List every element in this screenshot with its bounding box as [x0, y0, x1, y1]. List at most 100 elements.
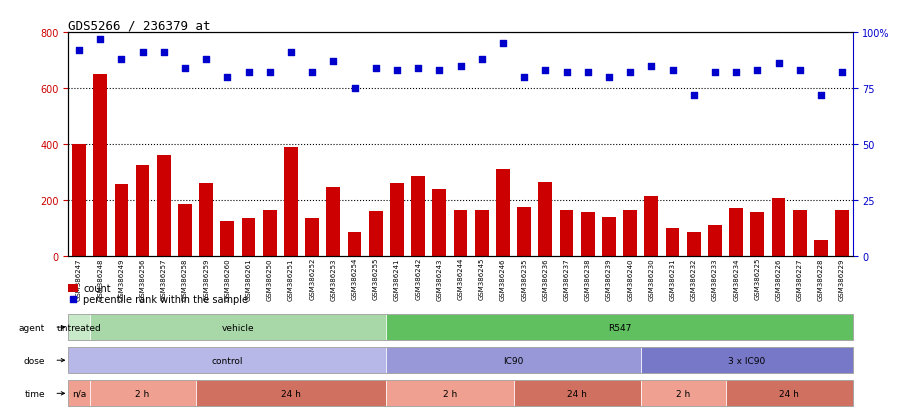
Point	[347, 85, 362, 92]
Text: 3 x IC90: 3 x IC90	[727, 356, 764, 365]
Point	[517, 74, 531, 81]
Bar	[665, 228, 679, 256]
Bar	[68, 347, 386, 373]
Point	[283, 50, 298, 57]
Text: vehicle: vehicle	[221, 323, 254, 332]
Text: n/a: n/a	[72, 389, 86, 398]
Bar	[89, 314, 386, 340]
Bar	[559, 210, 573, 256]
Bar	[725, 380, 852, 406]
Bar	[386, 347, 640, 373]
Point	[453, 63, 467, 70]
Bar	[771, 199, 784, 256]
Bar	[284, 147, 298, 256]
Bar	[195, 380, 386, 406]
Point	[135, 50, 149, 57]
Bar	[814, 241, 827, 256]
Point	[411, 65, 425, 72]
Bar	[834, 210, 848, 256]
Point	[579, 70, 594, 76]
Bar	[368, 211, 383, 256]
Bar	[601, 217, 615, 256]
Bar	[178, 204, 191, 256]
Bar	[68, 347, 852, 373]
Bar	[411, 177, 425, 256]
Text: count: count	[84, 283, 111, 293]
Point	[813, 92, 827, 99]
Point	[241, 70, 256, 76]
Bar	[68, 285, 77, 292]
Point	[220, 74, 234, 81]
Point	[664, 68, 679, 74]
Bar	[750, 213, 763, 256]
Bar	[68, 314, 89, 340]
Bar	[792, 210, 805, 256]
Text: control: control	[211, 356, 243, 365]
Bar	[386, 380, 513, 406]
Bar	[386, 314, 852, 340]
Point	[157, 50, 171, 57]
Bar	[305, 218, 319, 256]
Point	[537, 68, 552, 74]
Point	[199, 57, 213, 63]
Point	[114, 57, 128, 63]
Point	[643, 63, 658, 70]
Point	[792, 68, 806, 74]
Bar	[89, 380, 195, 406]
Point	[622, 70, 637, 76]
Bar	[326, 188, 340, 256]
Text: untreated: untreated	[56, 323, 101, 332]
Point	[304, 70, 319, 76]
Bar	[640, 380, 725, 406]
Bar	[622, 210, 636, 256]
Bar	[729, 209, 742, 256]
Text: R547: R547	[608, 323, 630, 332]
Point	[66, 296, 80, 303]
Bar	[115, 185, 128, 256]
Bar	[93, 75, 107, 256]
Bar	[262, 210, 276, 256]
Bar	[640, 347, 852, 373]
Bar	[136, 166, 149, 256]
Text: time: time	[25, 389, 45, 398]
Bar	[347, 233, 361, 256]
Bar	[220, 221, 234, 256]
Point	[368, 65, 383, 72]
Bar	[68, 314, 852, 340]
Point	[389, 68, 404, 74]
Point	[72, 47, 87, 54]
Bar	[475, 210, 488, 256]
Bar	[432, 189, 445, 256]
Point	[326, 59, 341, 65]
Point	[601, 74, 616, 81]
Point	[262, 70, 277, 76]
Point	[749, 68, 763, 74]
Text: 2 h: 2 h	[443, 389, 456, 398]
Text: agent: agent	[18, 323, 45, 332]
Bar	[537, 182, 552, 256]
Bar	[390, 183, 404, 256]
Text: percentile rank within the sample: percentile rank within the sample	[84, 294, 248, 304]
Text: 24 h: 24 h	[281, 389, 301, 398]
Bar	[644, 196, 658, 256]
Text: 24 h: 24 h	[778, 389, 798, 398]
Bar	[200, 183, 213, 256]
Text: 24 h: 24 h	[567, 389, 587, 398]
Bar	[496, 170, 509, 256]
Bar	[517, 207, 530, 256]
Bar	[453, 210, 467, 256]
Point	[834, 70, 848, 76]
Point	[178, 65, 192, 72]
Point	[432, 68, 446, 74]
Text: 2 h: 2 h	[675, 389, 690, 398]
Bar	[157, 156, 170, 256]
Text: GDS5266 / 236379_at: GDS5266 / 236379_at	[68, 19, 210, 32]
Bar	[513, 380, 640, 406]
Point	[495, 41, 509, 47]
Point	[558, 70, 573, 76]
Bar	[707, 225, 721, 256]
Point	[728, 70, 742, 76]
Bar	[241, 218, 255, 256]
Point	[707, 70, 722, 76]
Point	[93, 36, 107, 43]
